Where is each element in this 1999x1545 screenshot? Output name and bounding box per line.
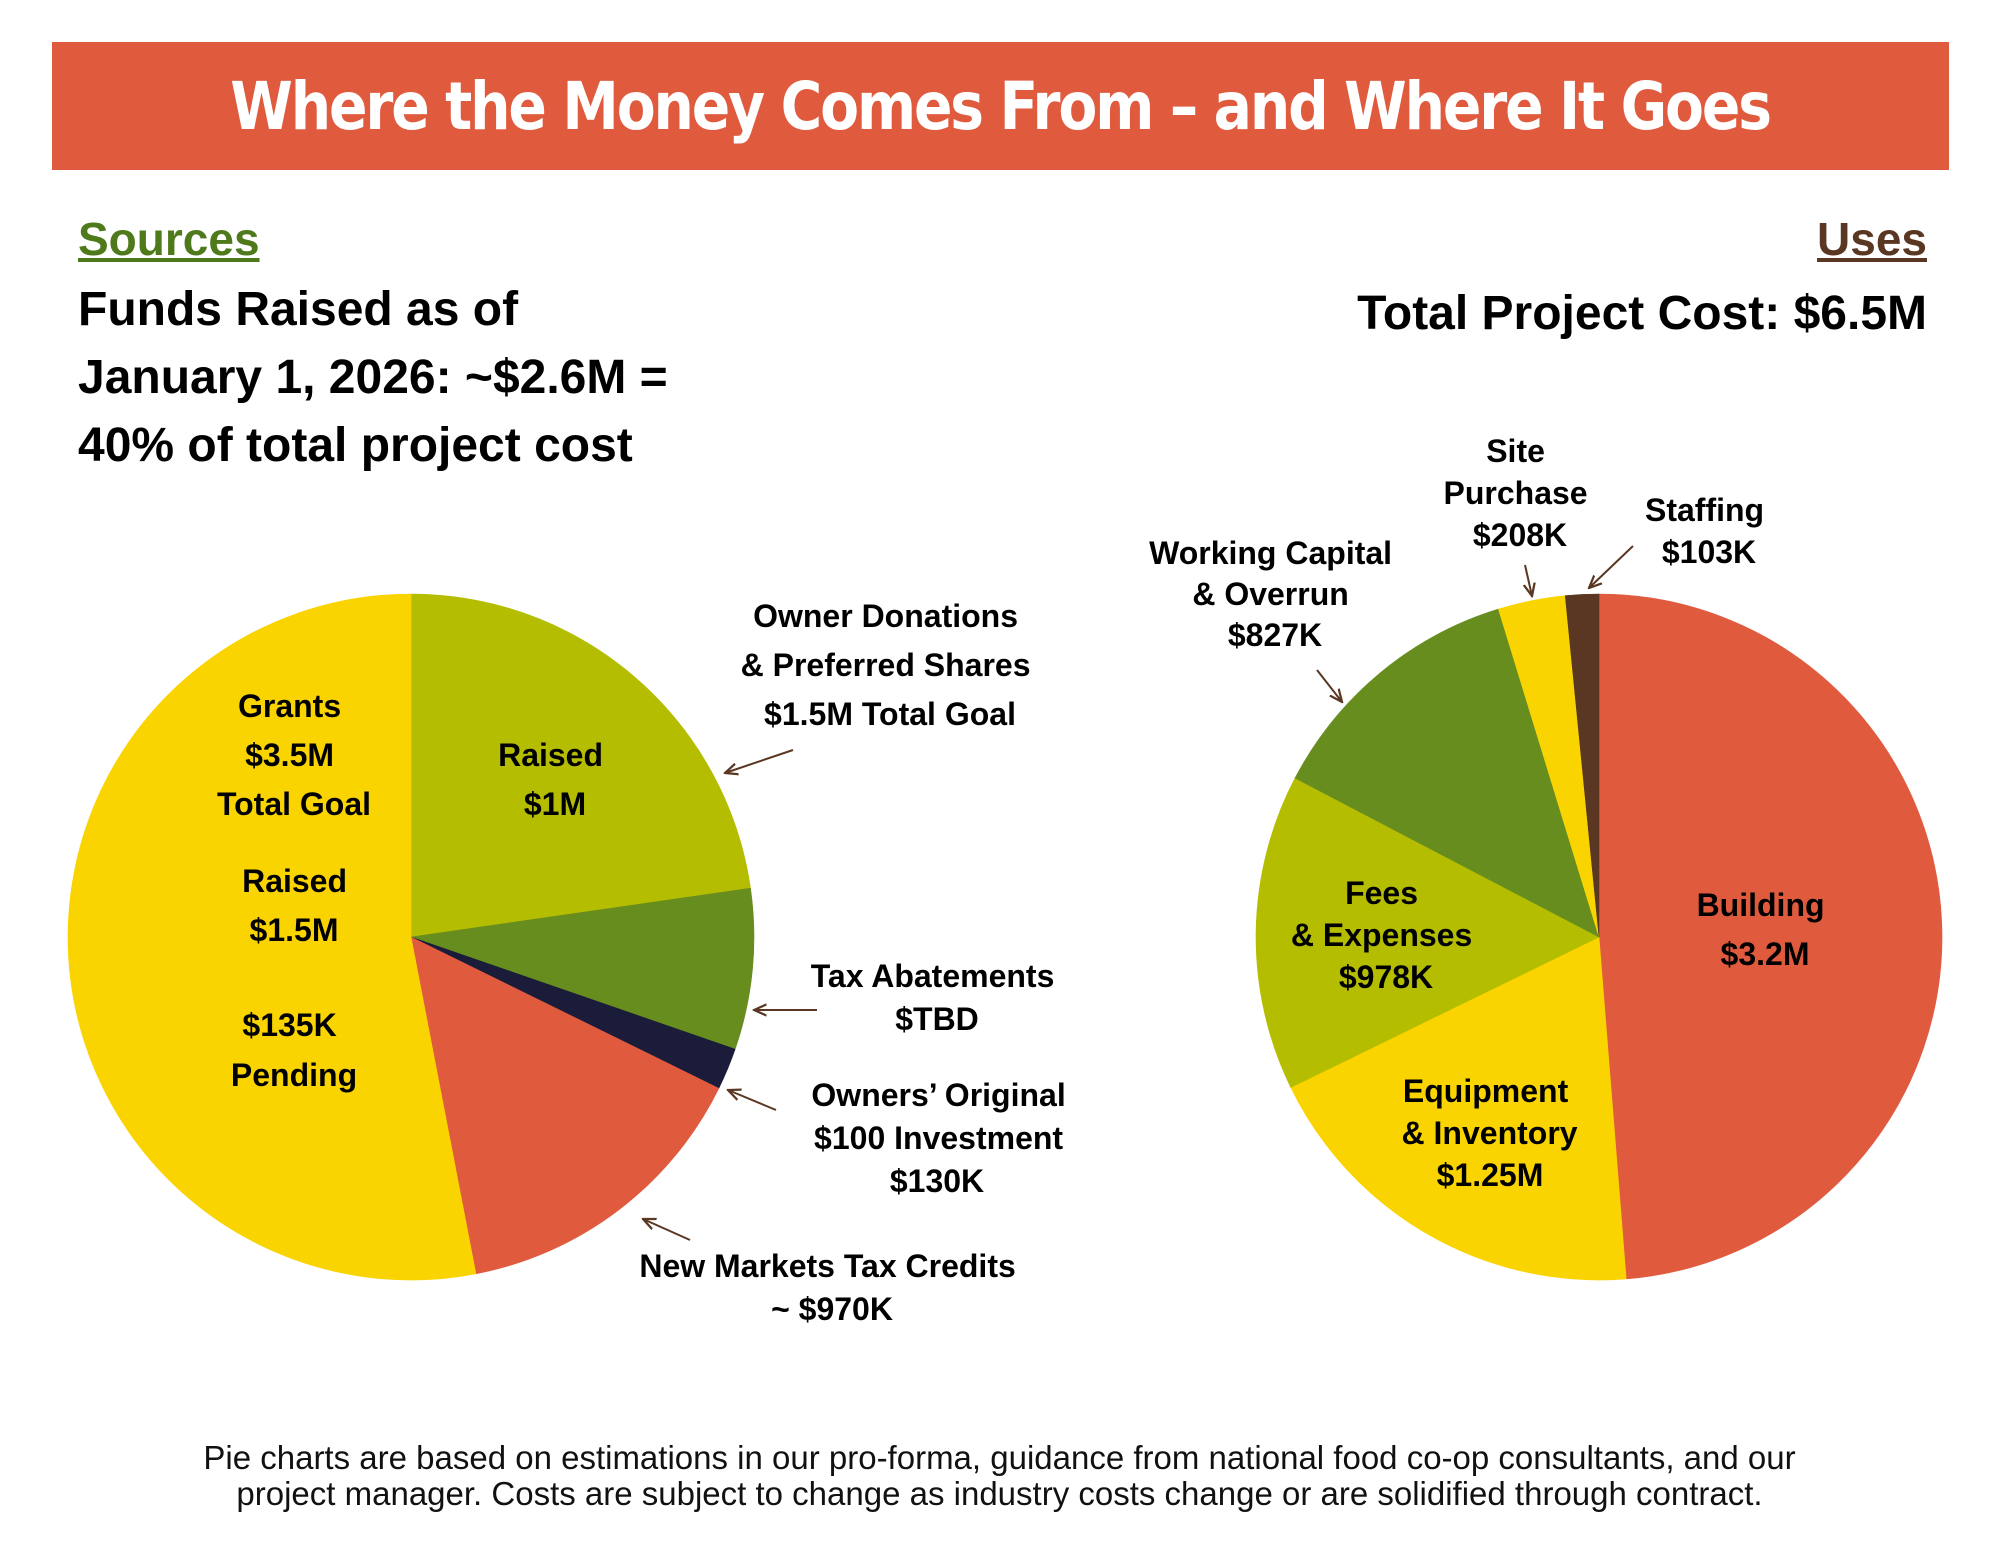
- sources-slice-2: [410, 887, 755, 1050]
- sources-pie: [67, 593, 755, 1281]
- label-equipment: Equipment & Inventory $1.25M: [1402, 1073, 1587, 1193]
- label-fees: Fees & Expenses $978K: [1291, 875, 1481, 995]
- funds-line-2: January 1, 2026: ~$2.6M =: [78, 351, 668, 404]
- label-grants-raised: Raised $1.5M: [242, 863, 356, 948]
- uses-slice-3: [1294, 608, 1600, 938]
- label-grants: Grants $3.5M Total Goal: [217, 688, 371, 822]
- uses-slice-2: [1255, 777, 1600, 1088]
- sources-slice-5: [67, 931, 477, 1281]
- total-project-cost: Total Project Cost: $6.5M: [1357, 287, 1927, 340]
- footnote-line-2: project manager. Costs are subject to ch…: [236, 1475, 1763, 1512]
- label-tax-abatements: Tax Abatements $TBD: [811, 958, 1064, 1037]
- sources-slice-4: [410, 936, 720, 1275]
- arrow-owners-original: [728, 1090, 777, 1111]
- arrow-nmtc: [643, 1219, 691, 1241]
- label-site-purchase: Site Purchase $208K: [1444, 433, 1597, 553]
- arrow-staffing: [1589, 545, 1634, 588]
- uses-slice-5: [1564, 593, 1600, 938]
- label-owners-original: Owners’ Original $100 Investment $130K: [811, 1077, 1074, 1199]
- arrow-site-purchase: [1525, 564, 1532, 596]
- funds-line-1: Funds Raised as of: [78, 283, 519, 336]
- label-owner-donations: Owner Donations & Preferred Shares $1.5M…: [741, 598, 1040, 732]
- footnote: Pie charts are based on estimations in o…: [20, 1440, 1979, 1512]
- arrow-owner-donations: [725, 749, 794, 773]
- sources-slice-7: [71, 593, 412, 938]
- label-staffing: Staffing $103K: [1645, 492, 1773, 570]
- label-grants-pending: $135K Pending: [231, 1007, 357, 1093]
- funds-raised-summary: Funds Raised as of January 1, 2026: ~$2.…: [78, 276, 838, 480]
- sources-slice-0: [410, 593, 691, 938]
- label-working-capital: Working Capital & Overrun $827K: [1149, 535, 1401, 653]
- page-title: Where the Money Comes From – and Where I…: [230, 67, 1773, 145]
- label-owner-raised: Raised $1M: [498, 737, 612, 822]
- funds-line-3: 40% of total project cost: [78, 419, 633, 472]
- footnote-line-1: Pie charts are based on estimations in o…: [203, 1439, 1796, 1476]
- sources-heading: Sources: [78, 213, 260, 265]
- label-nmtc: New Markets Tax Credits ~ $970K: [639, 1248, 1024, 1327]
- uses-slice-1: [1290, 936, 1627, 1281]
- arrow-working-capital: [1316, 669, 1342, 702]
- uses-slice-0: [1598, 593, 1943, 1280]
- sources-slice-1: [410, 737, 751, 938]
- uses-heading: Uses: [1817, 213, 1927, 265]
- label-building: Building $3.2M: [1697, 887, 1834, 972]
- uses-pie: [1255, 593, 1943, 1281]
- title-banner: Where the Money Comes From – and Where I…: [52, 42, 1949, 170]
